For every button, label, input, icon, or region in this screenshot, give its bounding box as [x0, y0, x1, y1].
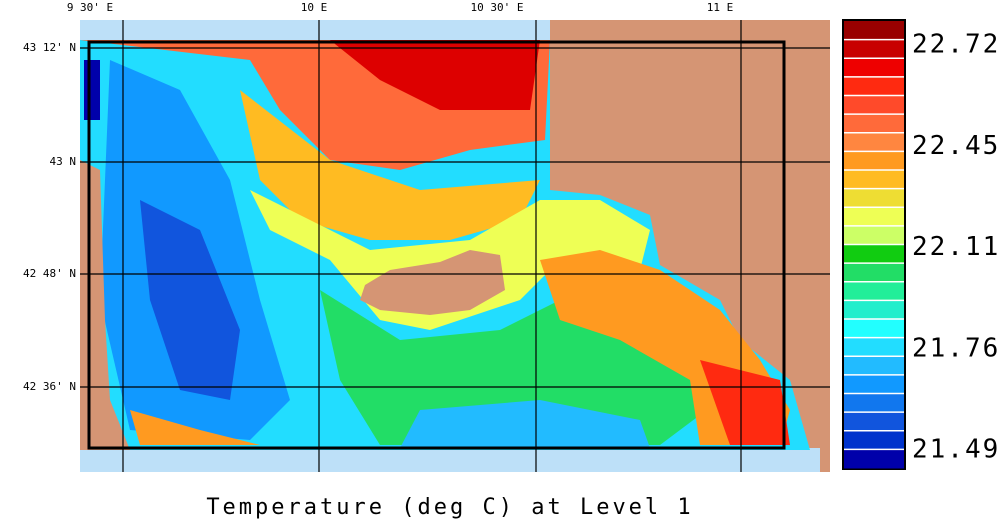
lat-label: 42 36' N	[23, 380, 76, 393]
lon-label: 9 30' E	[67, 1, 113, 14]
colorbar-swatch	[844, 151, 904, 171]
colorbar-swatch	[844, 430, 904, 450]
lon-label: 10 E	[301, 1, 328, 14]
colorbar-swatch	[844, 58, 904, 78]
map-area	[80, 20, 830, 472]
lat-label: 43 12' N	[23, 41, 76, 54]
colorbar: 22.72 22.45 22.11 21.76 21.49	[842, 19, 1000, 470]
cool-area	[400, 400, 650, 448]
colorbar-label: 22.11	[912, 232, 1000, 262]
colorbar-swatch	[844, 21, 904, 41]
warm-area	[130, 410, 260, 445]
colorbar-swatch	[844, 244, 904, 264]
colorbar-swatch	[844, 319, 904, 339]
lon-label: 10 30' E	[471, 1, 524, 14]
lon-label: 11 E	[707, 1, 734, 14]
colorbar-swatch	[844, 95, 904, 115]
frame	[87, 40, 786, 450]
colorbar-label: 21.49	[912, 435, 1000, 465]
colorbar-swatch	[844, 188, 904, 208]
colorbar-swatch	[844, 337, 904, 357]
colorbar-swatch	[844, 114, 904, 134]
lat-label: 43 N	[50, 155, 77, 168]
colorbar-label: 21.76	[912, 333, 1000, 363]
colorbar-swatch	[844, 225, 904, 245]
axis-labels: 9 30' E 10 E 10 30' E 11 E 43 12' N 43 N 42 48…	[23, 1, 733, 393]
cold-core	[140, 200, 240, 400]
warm-core	[700, 360, 790, 445]
colorbar-swatch	[844, 132, 904, 152]
colorbar-frame	[842, 19, 906, 470]
colorbar-swatch	[844, 170, 904, 190]
island	[360, 250, 505, 315]
colorbar-swatch	[844, 374, 904, 394]
colorbar-swatch	[844, 356, 904, 376]
colorbar-swatch	[844, 449, 904, 469]
colorbar-swatch	[844, 76, 904, 96]
colorbar-label: 22.45	[912, 131, 1000, 161]
colorbar-swatch	[844, 263, 904, 283]
colorbar-swatch	[844, 412, 904, 432]
colorbar-swatch	[844, 281, 904, 301]
title: Temperature (deg C) at Level 1	[206, 495, 693, 520]
land	[80, 160, 130, 450]
water-edge	[80, 448, 820, 472]
warm-core	[330, 40, 540, 110]
mid-area	[240, 90, 540, 240]
colorbar-swatch	[844, 300, 904, 320]
colorbar-swatch	[844, 39, 904, 59]
colorbar-swatch	[844, 207, 904, 227]
colorbar-label: 22.72	[912, 30, 1000, 60]
lat-label: 42 48' N	[23, 267, 76, 280]
graticule	[80, 20, 830, 472]
cold-core	[84, 60, 100, 120]
colorbar-swatch	[844, 393, 904, 413]
